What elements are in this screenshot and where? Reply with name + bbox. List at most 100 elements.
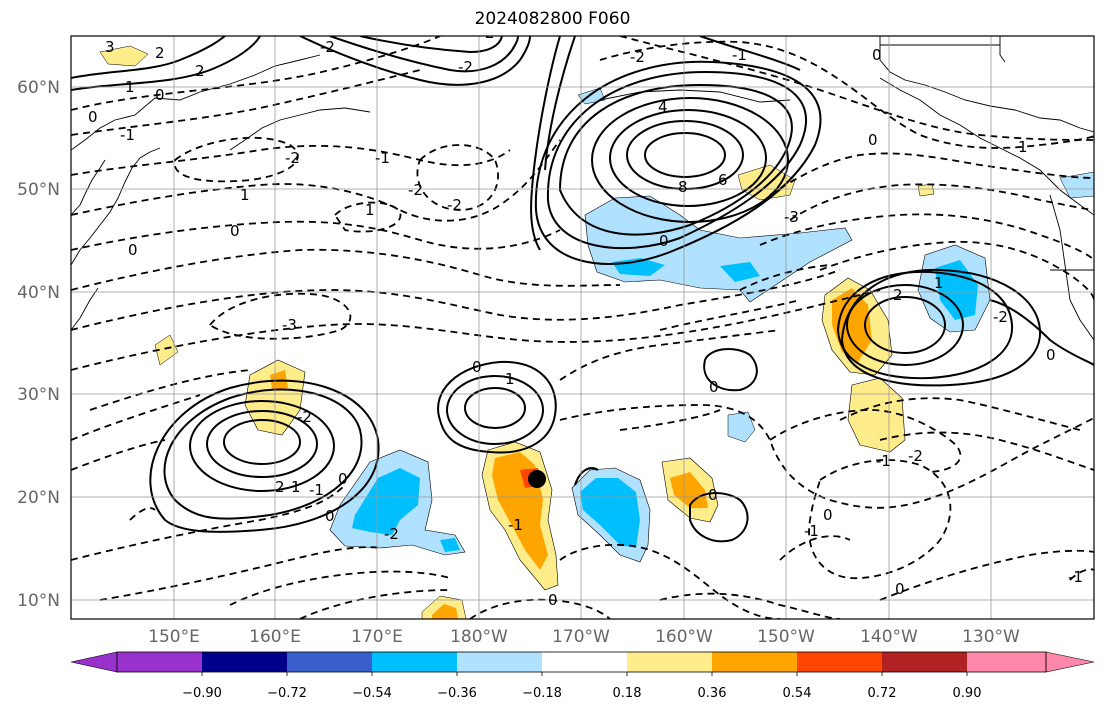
colorbar-segment	[372, 652, 457, 672]
contour-label: -2	[908, 447, 923, 465]
contour-label: 0	[895, 580, 905, 598]
colorbar-tick-label: −0.72	[267, 686, 307, 701]
contour-label: -2	[320, 38, 335, 56]
contour-label: 2	[275, 478, 285, 496]
negative-anomaly-core	[720, 262, 760, 282]
contour-label: 8	[678, 178, 688, 196]
contour-label: 0	[868, 131, 878, 149]
colorbar-extend-high	[1045, 651, 1095, 673]
colorbar-ticks	[201, 672, 968, 676]
latitude-label: 20°N	[17, 488, 60, 508]
longitude-label: 180°W	[450, 627, 508, 647]
colorbar-tick-label: 0.54	[783, 686, 812, 701]
contour-label: 0	[709, 378, 719, 396]
contour-label: -1	[375, 149, 390, 167]
negative-anomaly-core	[440, 538, 460, 552]
contour-label: 0	[1046, 346, 1056, 364]
contour-label: -2	[285, 149, 300, 167]
negative-anomaly-core	[352, 468, 420, 535]
colorbar-segment	[797, 652, 882, 672]
longitude-label: 150°W	[757, 627, 815, 647]
contour-label: 0	[88, 108, 98, 126]
contour-label: 0	[128, 241, 138, 259]
positive-anomaly-core	[670, 472, 708, 508]
positive-anomaly-region	[99, 45, 149, 67]
colorbar-segment	[202, 652, 287, 672]
contour-label: 0	[325, 507, 335, 525]
contour-label: 1	[934, 274, 944, 292]
colorbar-tick-label: 0.90	[953, 686, 982, 701]
contour-label: 0	[548, 591, 558, 609]
longitude-label: 150°E	[148, 627, 200, 647]
colorbar-segment	[882, 652, 967, 672]
longitude-label: 160°W	[655, 627, 713, 647]
contour-label: -1	[120, 126, 135, 144]
contour-label: -1	[804, 522, 819, 540]
map-plot-area	[71, 36, 1094, 619]
longitude-label: 140°W	[860, 627, 918, 647]
latitude-label: 50°N	[17, 180, 60, 200]
contour-label: 1	[505, 370, 515, 388]
positive-anomaly-region	[847, 377, 906, 453]
graticule	[71, 36, 1094, 619]
contour-label: -2	[458, 58, 473, 76]
longitude-label: 170°W	[552, 627, 610, 647]
contour-label: 0	[872, 46, 882, 64]
longitude-label: 160°E	[249, 627, 301, 647]
contour-label: -2	[384, 525, 399, 543]
contour-labels: 3 2 1 0 2 1 -2 -1 -2 0 -1 -2 0 -2 1 0 4 …	[88, 24, 1083, 609]
contour-label: -2	[447, 196, 462, 214]
colorbar-segment	[967, 652, 1046, 672]
latitude-label: 10°N	[17, 591, 60, 611]
contour-label: 0	[155, 86, 165, 104]
contour-label: -1	[876, 452, 891, 470]
latitude-label: 40°N	[17, 283, 60, 303]
contour-label: 0	[338, 470, 348, 488]
latitude-axis: 10°N 20°N 30°N 40°N 50°N 60°N	[17, 78, 60, 611]
dashed-contours	[71, 36, 1094, 619]
contour-label: 2	[485, 24, 495, 42]
contour-label: 0	[708, 486, 718, 504]
map-title: 2024082800 F060	[474, 9, 631, 29]
colorbar-segment	[542, 652, 627, 672]
contour-label: -3	[282, 316, 297, 334]
colorbar-tick-label: −0.54	[352, 686, 392, 701]
colorbar-segment	[627, 652, 712, 672]
contour-label: 1	[240, 186, 250, 204]
contour-label: 4	[658, 98, 668, 116]
negative-anomaly-region	[727, 411, 756, 443]
negative-anomaly-core	[580, 478, 640, 548]
colorbar-outline	[116, 651, 1047, 673]
contour-label: 0	[472, 358, 482, 376]
contour-label: 2	[195, 62, 205, 80]
colorbar-segment	[287, 652, 372, 672]
contour-label: -2	[630, 48, 645, 66]
contour-label: -3	[784, 208, 799, 226]
contour-label: -1	[1068, 568, 1083, 586]
contour-label: 2	[893, 286, 903, 304]
contour-label: -1	[309, 481, 324, 499]
contour-label: 1	[365, 201, 375, 219]
colorbar-tick-label: 0.18	[613, 686, 642, 701]
contour-label: 6	[718, 171, 728, 189]
solid-contours	[71, 36, 1094, 543]
map-frame	[70, 35, 1095, 620]
latitude-label: 60°N	[17, 78, 60, 98]
colorbar-tick-label: 0.36	[698, 686, 727, 701]
contour-label: 0	[230, 222, 240, 240]
contour-label: 1	[1018, 138, 1028, 156]
negative-anomaly-core	[935, 260, 978, 320]
colorbar-segment	[457, 652, 542, 672]
colorbar-tick-label: −0.18	[522, 686, 562, 701]
positive-anomaly-region	[917, 183, 935, 197]
colorbar-tick-label: −0.36	[437, 686, 477, 701]
colorbar: −0.90 −0.72 −0.54 −0.36 −0.18 0.18 0.36 …	[70, 651, 1095, 701]
colorbar-tick-label: −0.90	[182, 686, 222, 701]
positive-anomaly-core	[432, 604, 458, 619]
longitude-axis: 150°E 160°E 170°E 180°W 170°W 160°W 150°…	[148, 627, 1020, 647]
latitude-label: 30°N	[17, 385, 60, 405]
colorbar-extend-low	[70, 651, 118, 673]
contour-label: 3	[105, 38, 115, 56]
longitude-label: 170°E	[351, 627, 403, 647]
